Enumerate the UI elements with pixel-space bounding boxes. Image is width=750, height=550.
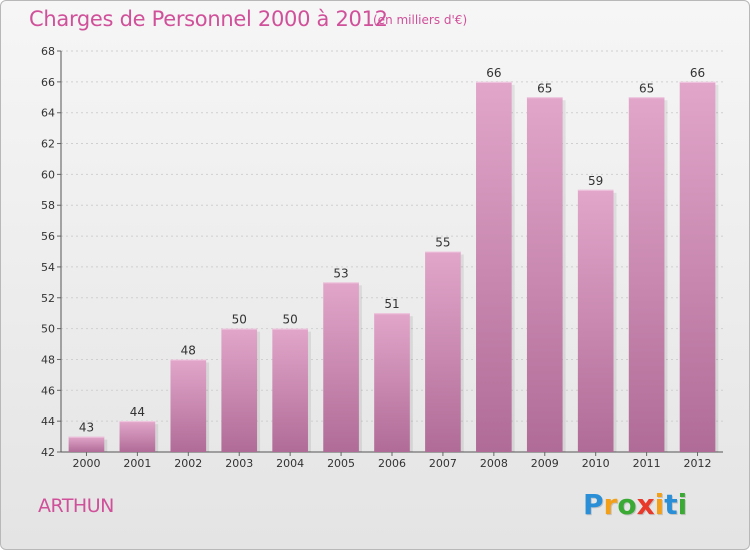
- axes: 42 44 46 48 50 52 54 56 58 60 62 64 66 68 2000 2001 2002…: [41, 45, 723, 470]
- value-labels: 43 44 48 50 50 53 51 55 66 65 59 65 66: [79, 66, 705, 435]
- x-tick-label: 2007: [429, 457, 457, 470]
- y-tick-label: 54: [41, 261, 55, 274]
- value-label: 66: [486, 66, 501, 80]
- y-tick-label: 48: [41, 353, 55, 366]
- value-label: 66: [690, 66, 705, 80]
- x-tick-label: 2004: [276, 457, 304, 470]
- x-tick-label: 2005: [327, 457, 355, 470]
- y-tick-label: 56: [41, 230, 55, 243]
- logo-letter: r: [603, 488, 618, 521]
- bar: [323, 282, 359, 452]
- bar: [577, 189, 614, 453]
- y-tick-label: 50: [41, 323, 55, 336]
- y-tick-label: 46: [41, 384, 55, 397]
- bar: [679, 81, 716, 452]
- logo-letter: t: [664, 488, 678, 521]
- x-tick-label: 2003: [225, 457, 253, 470]
- commune-name: ARTHUN: [38, 495, 114, 517]
- bar: [425, 251, 461, 452]
- value-label: 65: [639, 81, 654, 95]
- value-label: 51: [384, 297, 399, 311]
- value-label: 55: [435, 236, 450, 250]
- bar: [221, 328, 258, 452]
- logo-letter: P: [583, 488, 604, 521]
- bar: [272, 328, 308, 452]
- value-label: 44: [130, 405, 145, 419]
- value-label: 59: [588, 174, 603, 188]
- x-tick-label: 2000: [72, 457, 100, 470]
- logo-letter: i: [677, 488, 688, 521]
- value-label: 48: [181, 343, 196, 357]
- bar: [68, 436, 105, 452]
- bar: [526, 97, 563, 453]
- y-tick-label: 44: [41, 415, 55, 428]
- x-tick-label: 2006: [378, 457, 406, 470]
- x-tick-label: 2001: [123, 457, 151, 470]
- logo-letter: x: [636, 488, 655, 521]
- x-tick-label: 2012: [684, 457, 712, 470]
- value-label: 53: [333, 266, 348, 280]
- y-tick-label: 68: [41, 45, 55, 58]
- y-tick-label: 60: [41, 168, 55, 181]
- value-label: 65: [537, 81, 552, 95]
- y-tick-label: 58: [41, 199, 55, 212]
- y-tick-label: 66: [41, 76, 55, 89]
- bar: [170, 359, 207, 452]
- logo-letter: o: [617, 488, 637, 521]
- value-label: 50: [232, 313, 247, 327]
- x-tick-label: 2002: [174, 457, 202, 470]
- logo-letter: i: [654, 488, 665, 521]
- chart-title: Charges de Personnel 2000 à 2012: [29, 7, 388, 31]
- value-label: 43: [79, 421, 94, 435]
- proxiti-logo: Proxiti: [583, 488, 687, 521]
- bar: [476, 81, 512, 452]
- bar: [119, 421, 156, 452]
- x-tick-label: 2009: [531, 457, 559, 470]
- chart-subtitle: (en milliers d'€): [373, 13, 468, 27]
- x-tick-label: 2008: [480, 457, 508, 470]
- y-tick-label: 62: [41, 138, 55, 151]
- y-tick-label: 64: [41, 107, 55, 120]
- bar: [628, 97, 665, 453]
- bars: [68, 81, 719, 453]
- y-tick-label: 42: [41, 446, 55, 459]
- value-label: 50: [283, 313, 298, 327]
- bar: [374, 313, 410, 452]
- x-tick-label: 2010: [582, 457, 610, 470]
- y-tick-label: 52: [41, 292, 55, 305]
- x-tick-label: 2011: [633, 457, 661, 470]
